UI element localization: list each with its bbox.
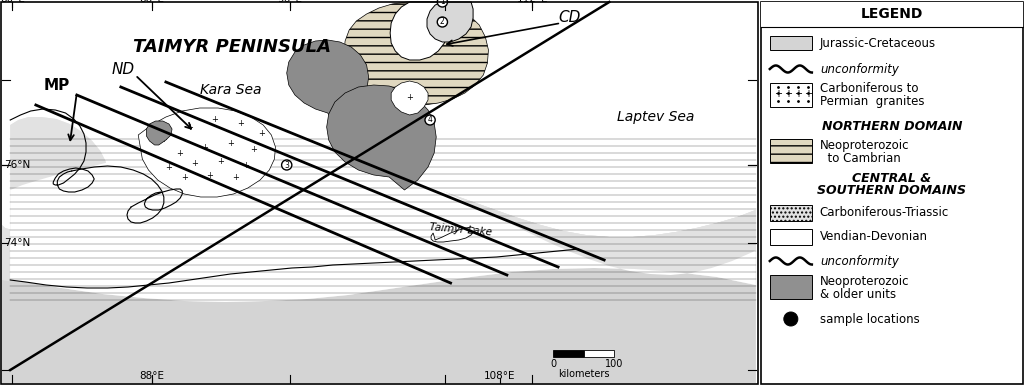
Text: 2: 2	[440, 17, 444, 27]
Text: Permian  granites: Permian granites	[820, 94, 925, 107]
Text: 108°E: 108°E	[484, 371, 515, 381]
Text: +: +	[258, 129, 264, 137]
Polygon shape	[138, 108, 275, 197]
Polygon shape	[327, 85, 436, 190]
Text: 100: 100	[605, 359, 624, 369]
Text: TAIMYR PENINSULA: TAIMYR PENINSULA	[133, 38, 331, 56]
Text: kilometers: kilometers	[558, 369, 609, 379]
Text: Carboniferous-Triassic: Carboniferous-Triassic	[820, 206, 949, 219]
Text: +: +	[243, 161, 249, 169]
Text: +: +	[217, 156, 223, 166]
Text: sample locations: sample locations	[820, 313, 920, 325]
Text: +: +	[191, 159, 198, 167]
Text: +: +	[181, 172, 187, 181]
Text: +: +	[202, 142, 208, 152]
Text: Vendian-Devonian: Vendian-Devonian	[820, 231, 928, 243]
Text: to Cambrian: to Cambrian	[820, 152, 900, 164]
Text: 88°E: 88°E	[139, 0, 164, 4]
Bar	[553, 350, 584, 357]
Bar	[761, 2, 1023, 27]
Bar	[770, 229, 812, 245]
Text: +: +	[783, 89, 792, 99]
Bar	[584, 350, 614, 357]
Text: 80°E: 80°E	[0, 0, 25, 4]
Text: Kara Sea: Kara Sea	[200, 83, 261, 97]
Text: 74°N: 74°N	[4, 238, 31, 248]
Text: 76°N: 76°N	[4, 160, 31, 170]
Text: CENTRAL &: CENTRAL &	[852, 172, 932, 186]
Polygon shape	[146, 121, 172, 145]
Text: SOUTHERN DOMAINS: SOUTHERN DOMAINS	[817, 184, 967, 198]
Text: NORTHERN DOMAIN: NORTHERN DOMAIN	[821, 121, 963, 134]
Text: +: +	[407, 92, 413, 102]
Text: 0: 0	[550, 359, 556, 369]
Text: +: +	[227, 139, 233, 147]
Text: +: +	[794, 89, 802, 99]
Text: Laptev Sea: Laptev Sea	[616, 110, 694, 124]
Text: 4: 4	[428, 116, 432, 124]
Bar	[770, 275, 812, 299]
Circle shape	[437, 0, 447, 7]
Text: Carboniferous to: Carboniferous to	[820, 82, 919, 95]
Text: +: +	[166, 162, 172, 171]
Circle shape	[783, 312, 798, 326]
Polygon shape	[287, 40, 369, 127]
Text: Neoproterozoic: Neoproterozoic	[820, 276, 909, 288]
Polygon shape	[2, 117, 756, 302]
Polygon shape	[390, 2, 449, 60]
Text: CD: CD	[558, 10, 581, 25]
Polygon shape	[2, 117, 756, 302]
Bar	[770, 36, 812, 50]
Text: +: +	[176, 149, 182, 157]
Circle shape	[425, 115, 435, 125]
Text: unconformity: unconformity	[820, 254, 899, 268]
Text: 96°E: 96°E	[278, 0, 302, 4]
Polygon shape	[391, 81, 428, 115]
Bar	[770, 205, 812, 221]
Text: +: +	[212, 116, 218, 124]
Text: 112°E: 112°E	[517, 0, 548, 4]
Text: 3: 3	[285, 161, 289, 169]
Text: Jurassic-Cretaceous: Jurassic-Cretaceous	[820, 37, 936, 50]
Text: Neoproterozoic: Neoproterozoic	[820, 139, 909, 152]
Text: +: +	[774, 89, 781, 99]
Text: +: +	[161, 136, 167, 144]
Bar	[770, 139, 812, 163]
Text: & older units: & older units	[820, 288, 896, 301]
Bar	[770, 83, 812, 107]
Circle shape	[282, 160, 292, 170]
Text: +: +	[207, 171, 213, 179]
Polygon shape	[2, 163, 756, 383]
Text: unconformity: unconformity	[820, 62, 899, 75]
Text: +: +	[232, 172, 239, 181]
Polygon shape	[2, 268, 756, 383]
Polygon shape	[427, 2, 473, 42]
Polygon shape	[431, 227, 474, 242]
Text: +: +	[251, 146, 257, 154]
Circle shape	[437, 17, 447, 27]
Text: MP: MP	[43, 77, 70, 92]
Text: LEGEND: LEGEND	[861, 7, 923, 21]
Text: 1: 1	[440, 0, 444, 7]
Polygon shape	[344, 2, 488, 105]
Polygon shape	[10, 141, 756, 302]
Text: ND: ND	[112, 62, 134, 77]
Text: +: +	[804, 89, 812, 99]
Text: +: +	[186, 122, 193, 132]
Text: 88°E: 88°E	[139, 371, 164, 381]
Text: +: +	[238, 119, 244, 127]
Text: Taimyr Lake: Taimyr Lake	[429, 222, 493, 238]
